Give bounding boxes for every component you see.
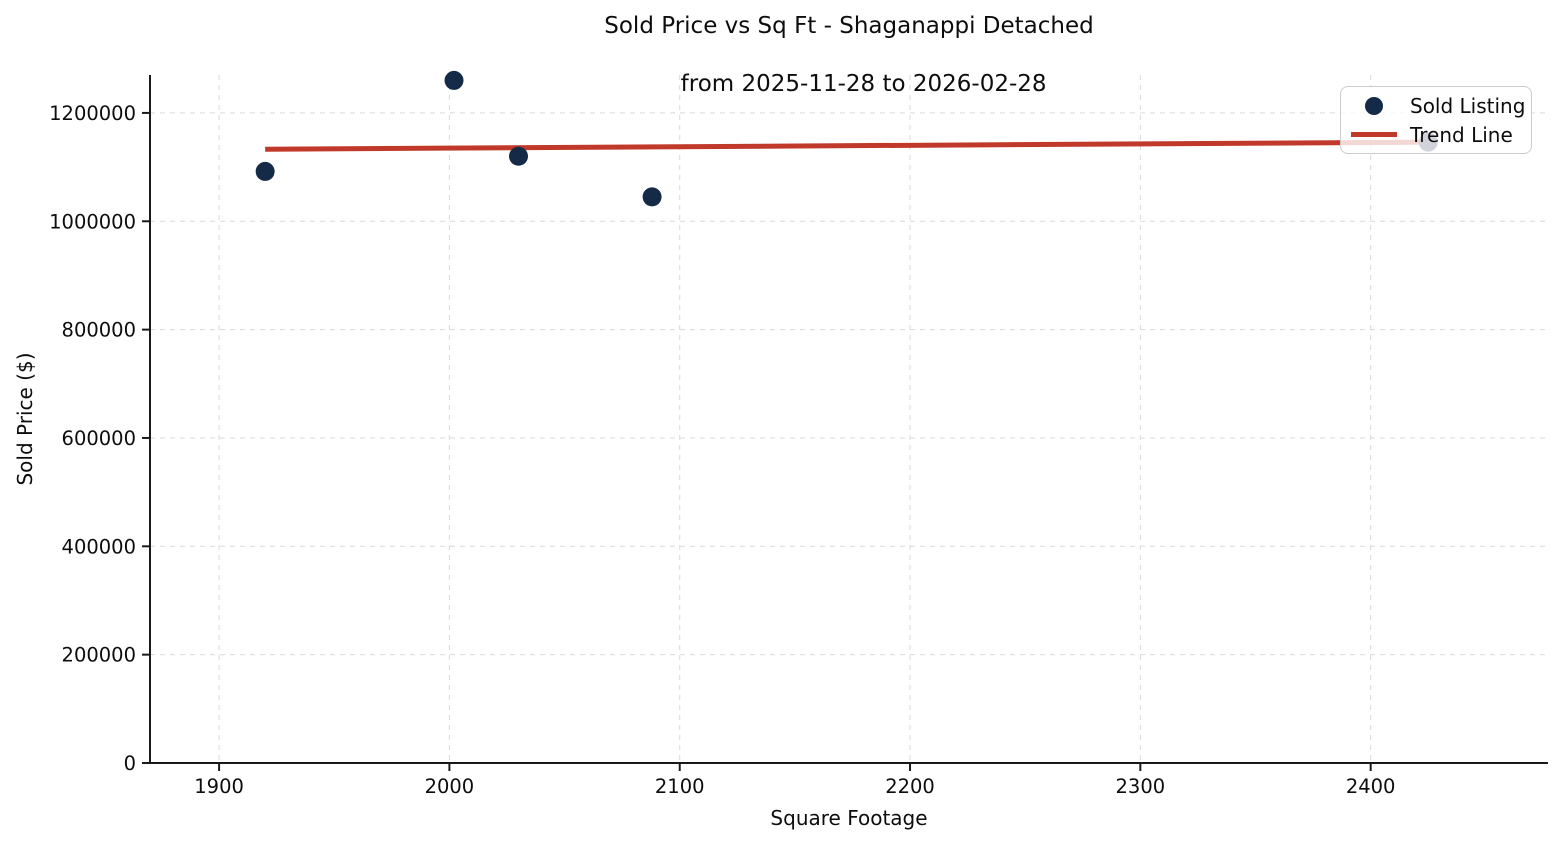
y-tick-label: 600000 [62, 427, 136, 450]
y-tick-label: 0 [124, 752, 136, 775]
legend-marker-area [1351, 96, 1397, 115]
x-axis-label: Square Footage [770, 806, 928, 830]
legend-label-sold-listing: Sold Listing [1410, 93, 1526, 118]
x-tick-label: 2400 [1346, 775, 1396, 798]
data-point [509, 146, 529, 166]
legend-item-trend-line: Trend Line [1351, 120, 1521, 149]
y-axis-label: Sold Price ($) [13, 352, 37, 486]
chart-title-line2: from 2025-11-28 to 2026-02-28 [680, 71, 1047, 97]
x-tick-label: 2300 [1116, 775, 1166, 798]
x-tick-label: 2200 [885, 775, 935, 798]
data-point [444, 70, 464, 90]
trend-line [265, 139, 1429, 152]
y-tick-label: 200000 [62, 644, 136, 667]
y-tick-label: 1200000 [49, 102, 136, 125]
legend-item-sold-listing: Sold Listing [1351, 91, 1525, 120]
legend-marker-area [1351, 132, 1397, 137]
x-tick-label: 2100 [655, 775, 705, 798]
y-tick-label: 400000 [62, 535, 136, 558]
y-tick-label: 800000 [62, 319, 136, 342]
legend: Sold Listing Trend Line [1340, 86, 1532, 154]
x-tick-label: 2000 [425, 775, 475, 798]
y-tick-label: 1000000 [49, 210, 136, 233]
data-point [255, 161, 275, 181]
sold-listing-marker-icon [1365, 96, 1383, 115]
x-tick-label: 1900 [194, 775, 244, 798]
data-point [642, 187, 662, 207]
legend-label-trend-line: Trend Line [1410, 122, 1513, 147]
chart-title: Sold Price vs Sq Ft - Shaganappi Detache… [150, 12, 1548, 128]
chart-title-line1: Sold Price vs Sq Ft - Shaganappi Detache… [604, 13, 1094, 39]
trend-line-marker-icon [1351, 132, 1397, 137]
